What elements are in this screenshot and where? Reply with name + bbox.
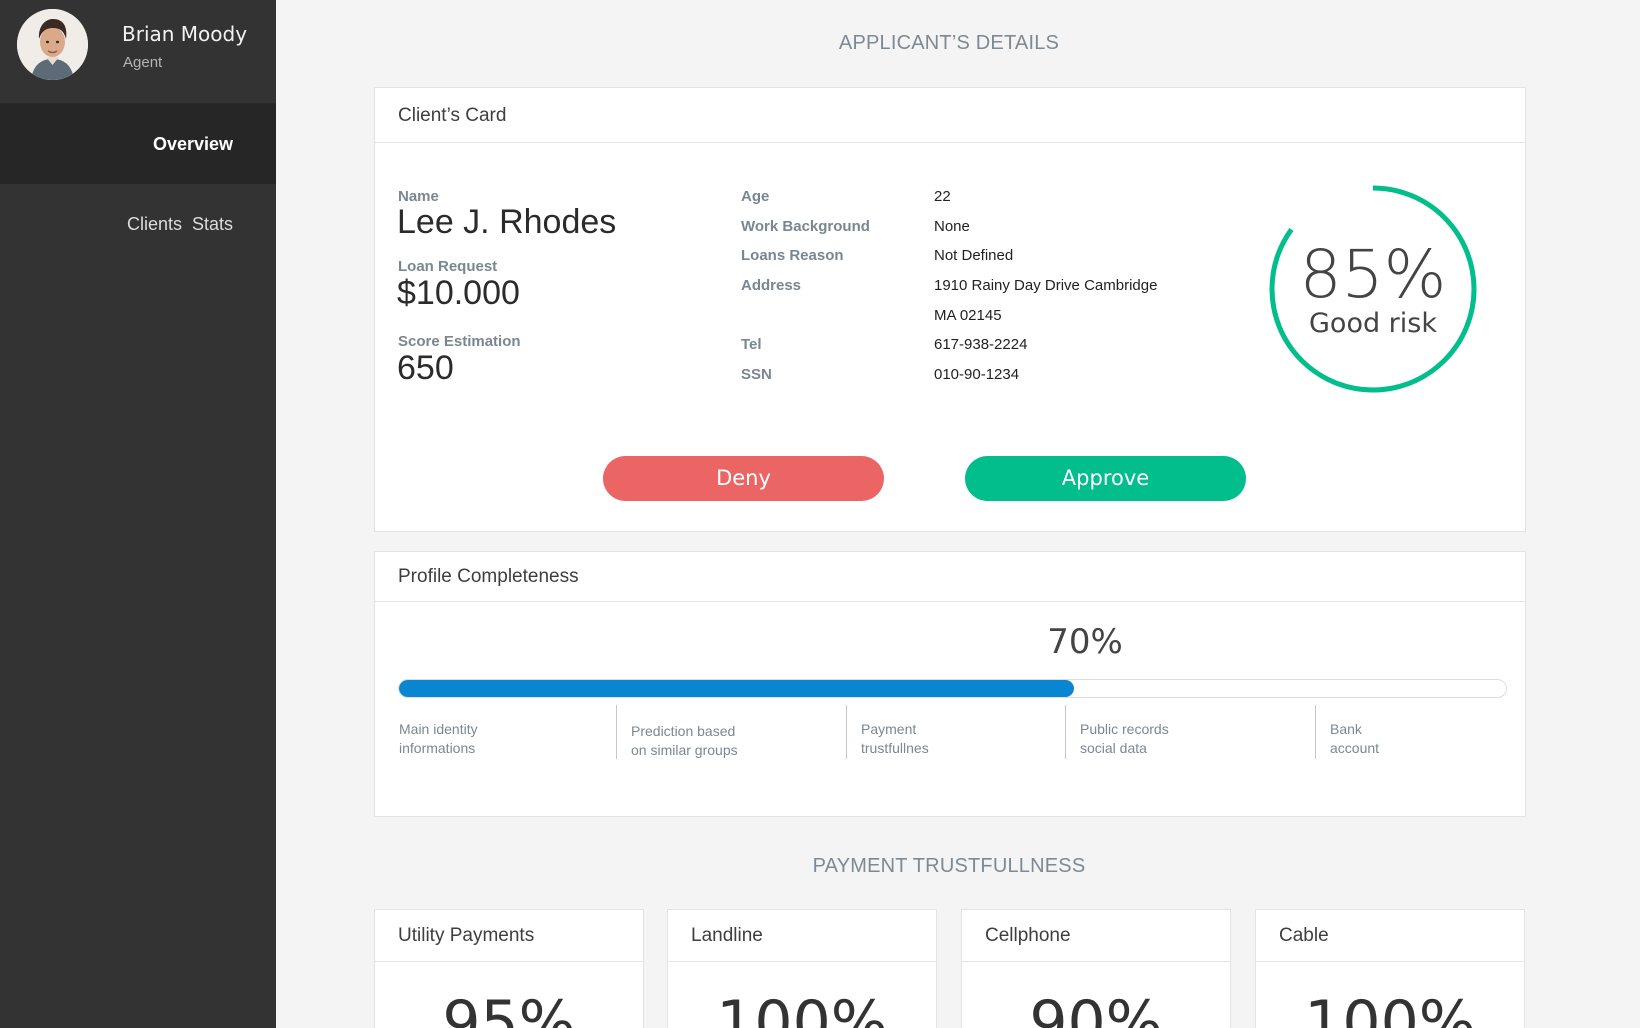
risk-gauge-ring xyxy=(1269,185,1477,393)
loan-request-label: Loan Request xyxy=(398,258,498,275)
step-prediction: Prediction based on similar groups xyxy=(616,705,738,759)
profile-completeness-card: Profile Completeness 70% Main identity in… xyxy=(374,551,1526,817)
detail-label-address: Address xyxy=(741,277,802,294)
detail-value-ssn: 010-90-1234 xyxy=(934,366,1020,383)
deny-button[interactable]: Deny xyxy=(603,456,884,501)
payment-section-title: PAYMENT TRUSTFULLNESS xyxy=(812,855,1086,877)
name-label: Name xyxy=(398,188,439,205)
score-value: 650 xyxy=(397,349,454,387)
detail-value-tel: 617-938-2224 xyxy=(934,336,1028,353)
profile-percent: 70% xyxy=(1047,622,1123,662)
step-line: Public records xyxy=(1080,721,1169,737)
user-name: Brian Moody xyxy=(122,22,248,46)
profile-progress-fill xyxy=(399,680,1075,697)
step-payment: Payment trustfullnes xyxy=(846,705,929,759)
payment-card-percent: 95% xyxy=(442,988,576,1028)
sidebar: Brian Moody Agent Overview Clients Stats xyxy=(0,0,276,1028)
step-bank-account: Bank account xyxy=(1315,705,1379,759)
user-profile: Brian Moody Agent xyxy=(0,0,276,104)
profile-progress-bar xyxy=(398,679,1507,698)
detail-value-age: 22 xyxy=(934,188,951,205)
risk-gauge: 85% Good risk xyxy=(1268,184,1478,394)
detail-value-work: None xyxy=(934,218,970,235)
loan-request-value: $10.000 xyxy=(397,274,520,312)
sidebar-item-overview[interactable]: Overview xyxy=(0,104,276,184)
detail-label-ssn: SSN xyxy=(741,366,772,383)
avatar[interactable] xyxy=(17,9,88,80)
risk-label: Good risk xyxy=(1309,308,1437,339)
step-public-records: Public records social data xyxy=(1065,705,1169,759)
detail-value-loans-reason: Not Defined xyxy=(934,247,1014,264)
score-label: Score Estimation xyxy=(398,333,521,350)
user-role: Agent xyxy=(123,54,163,71)
step-line: Prediction based xyxy=(631,723,736,739)
payment-card-title: Cellphone xyxy=(962,910,1230,962)
client-card: Client’s Card Name Lee J. Rhodes Loan Re… xyxy=(374,87,1526,532)
detail-value-address-2: MA 02145 xyxy=(934,307,1002,324)
step-line: trustfullnes xyxy=(861,740,929,756)
detail-label-loans-reason: Loans Reason xyxy=(741,247,844,264)
step-line: Payment xyxy=(861,721,917,737)
page-title: APPLICANT’S DETAILS xyxy=(838,32,1060,54)
payment-card-landline: Landline 100% xyxy=(667,909,937,1028)
payment-card-title: Utility Payments xyxy=(375,910,643,962)
payment-card-cable: Cable 100% xyxy=(1255,909,1525,1028)
detail-label-age: Age xyxy=(741,188,770,205)
step-line: on similar groups xyxy=(631,742,738,758)
detail-label-tel: Tel xyxy=(741,336,762,353)
payment-card-utility: Utility Payments 95% xyxy=(374,909,644,1028)
payment-card-cellphone: Cellphone 90% xyxy=(961,909,1231,1028)
avatar-image xyxy=(17,9,88,80)
step-line: informations xyxy=(399,740,476,756)
payment-card-percent: 100% xyxy=(1304,988,1476,1028)
step-line: account xyxy=(1330,740,1380,756)
payment-card-percent: 90% xyxy=(1029,988,1163,1028)
detail-value-address: 1910 Rainy Day Drive Cambridge xyxy=(934,277,1158,294)
payment-card-title: Cable xyxy=(1256,910,1524,962)
client-name: Lee J. Rhodes xyxy=(397,203,617,241)
step-line: Bank xyxy=(1330,721,1362,737)
step-line: Main identity xyxy=(399,721,478,737)
client-card-title: Client’s Card xyxy=(375,88,1525,143)
main-content: APPLICANT’S DETAILS Client’s Card Name L… xyxy=(276,0,1640,1028)
payment-card-title: Landline xyxy=(668,910,936,962)
payment-card-percent: 100% xyxy=(716,988,888,1028)
sidebar-item-clients-stats[interactable]: Clients Stats xyxy=(126,214,233,234)
step-line: social data xyxy=(1080,740,1147,756)
approve-button[interactable]: Approve xyxy=(965,456,1246,501)
profile-completeness-title: Profile Completeness xyxy=(375,552,1525,602)
detail-label-work: Work Background xyxy=(741,218,870,235)
risk-percent: 85% xyxy=(1299,236,1447,313)
